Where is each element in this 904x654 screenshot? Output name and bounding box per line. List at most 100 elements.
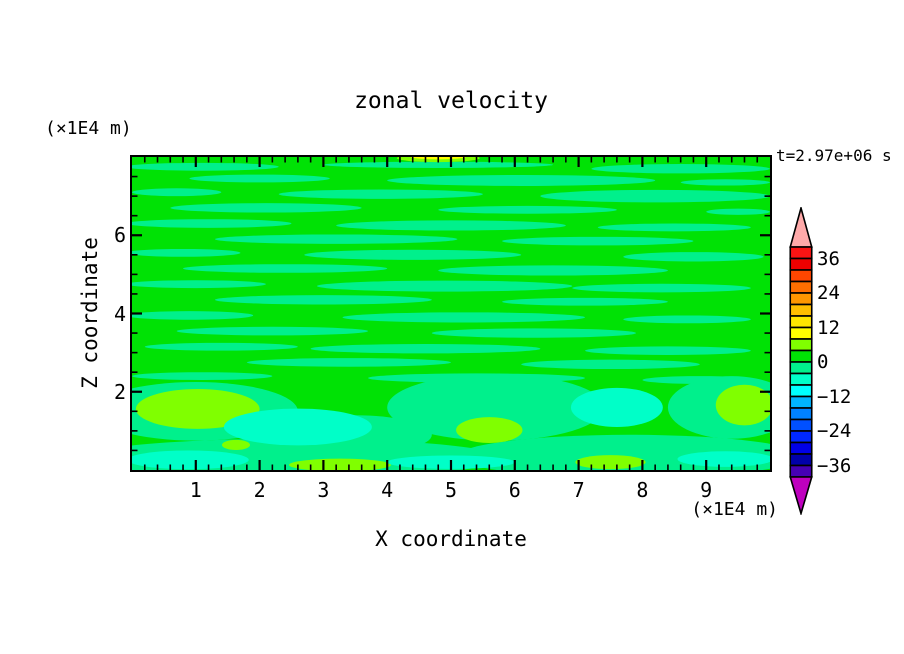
- colorbar-segment: [789, 280, 813, 294]
- colorbar-segment: [789, 361, 813, 375]
- x-tick-label: 2: [253, 478, 266, 502]
- contour-streak: [623, 315, 751, 324]
- contour-streak: [132, 280, 266, 289]
- colorbar-label: 12: [817, 316, 840, 339]
- colorbar-segment: [789, 246, 813, 260]
- x-tick-label: 9: [700, 478, 713, 502]
- contour-region: [570, 387, 663, 427]
- contour-streak: [336, 220, 566, 231]
- contour-streak: [189, 174, 330, 183]
- contour-streak: [132, 248, 241, 257]
- contour-region: [456, 417, 523, 444]
- contour-region: [223, 408, 372, 446]
- contour-streak: [132, 372, 273, 381]
- contour-streak: [438, 265, 668, 276]
- colorbar-segment: [789, 292, 813, 306]
- colorbar-segment: [789, 372, 813, 386]
- colorbar: [789, 207, 813, 515]
- contour-streak: [144, 342, 298, 351]
- colorbar-segment: [789, 326, 813, 340]
- x-tick-label: 1: [189, 478, 202, 502]
- contour-streak: [304, 249, 522, 260]
- contour-map: [132, 157, 770, 470]
- colorbar-label: −12: [817, 385, 852, 408]
- contour-region: [288, 458, 392, 470]
- contour-streak: [214, 295, 432, 305]
- contour-streak: [317, 280, 573, 292]
- contour-streak: [591, 164, 770, 174]
- contour-streak: [323, 161, 554, 168]
- contour-streak: [214, 234, 458, 244]
- contour-streak: [431, 328, 637, 338]
- x-axis-label: X coordinate: [375, 527, 527, 551]
- colorbar-label: 0: [817, 351, 829, 373]
- colorbar-segment: [789, 269, 813, 283]
- colorbar-segment: [789, 453, 813, 467]
- contour-region: [677, 451, 770, 467]
- contour-streak: [278, 189, 483, 199]
- contour-streak: [132, 162, 279, 171]
- contour-streak: [342, 312, 585, 323]
- x-tick-label: 8: [636, 478, 649, 502]
- contour-region: [221, 439, 251, 451]
- contour-streak: [502, 297, 668, 306]
- x-tick-label: 4: [381, 478, 394, 502]
- plot-area: [130, 155, 772, 472]
- contour-streak: [132, 311, 254, 320]
- contour-streak: [502, 236, 694, 246]
- contour-streak: [387, 174, 656, 186]
- colorbar-segment: [789, 418, 813, 432]
- z-tick-label: 2: [113, 379, 126, 404]
- x-tick-label: 5: [444, 478, 458, 502]
- colorbar-segment: [789, 303, 813, 317]
- colorbar-segment: [789, 407, 813, 421]
- x-axis-unit-label: (×1E4 m): [691, 499, 778, 520]
- colorbar-segment: [789, 338, 813, 352]
- colorbar-label: −24: [817, 420, 852, 442]
- contour-region: [387, 374, 605, 441]
- x-tick-label: 7: [572, 478, 585, 502]
- contour-streak: [623, 252, 764, 262]
- time-label: t=2.97e+06 s: [776, 146, 892, 165]
- contour-streak: [170, 203, 362, 213]
- contour-streak: [132, 219, 292, 228]
- contour-region: [715, 384, 770, 426]
- x-tick-label: 6: [508, 478, 521, 502]
- colorbar-segment: [789, 384, 813, 398]
- contour-streak: [597, 223, 751, 232]
- contour-streak: [706, 208, 770, 215]
- z-axis-label: Z coordinate: [78, 237, 102, 389]
- contour-streak: [584, 346, 751, 355]
- colorbar-label: 24: [817, 282, 840, 304]
- colorbar-segment: [789, 430, 813, 444]
- colorbar-label: −36: [817, 454, 852, 477]
- colorbar-over-arrow: [789, 207, 813, 248]
- contour-streak: [680, 179, 770, 186]
- contour-streak: [176, 326, 369, 336]
- colorbar-segment: [789, 315, 813, 329]
- x-tick-label: 3: [317, 478, 330, 502]
- contour-region: [575, 455, 646, 470]
- colorbar-segment: [789, 441, 813, 455]
- colorbar-segment: [789, 349, 813, 363]
- contour-streak: [521, 359, 700, 370]
- contour-streak: [246, 358, 451, 367]
- colorbar-segment: [789, 395, 813, 409]
- colorbar-segment: [789, 464, 813, 478]
- contour-streak: [540, 189, 770, 203]
- colorbar-under-arrow: [789, 476, 813, 515]
- contour-region: [135, 389, 260, 429]
- contour-region: [132, 450, 249, 470]
- chart-title: zonal velocity: [354, 88, 548, 114]
- z-tick-label: 4: [113, 301, 126, 326]
- colorbar-segment: [789, 257, 813, 271]
- z-axis-unit-label: (×1E4 m): [45, 118, 132, 139]
- colorbar-label: 36: [817, 247, 840, 270]
- contour-streak: [310, 344, 541, 354]
- contour-streak: [438, 205, 617, 214]
- z-tick-label: 6: [113, 223, 126, 248]
- contour-streak: [572, 283, 751, 293]
- contour-streak: [132, 188, 222, 197]
- contour-streak: [183, 264, 388, 273]
